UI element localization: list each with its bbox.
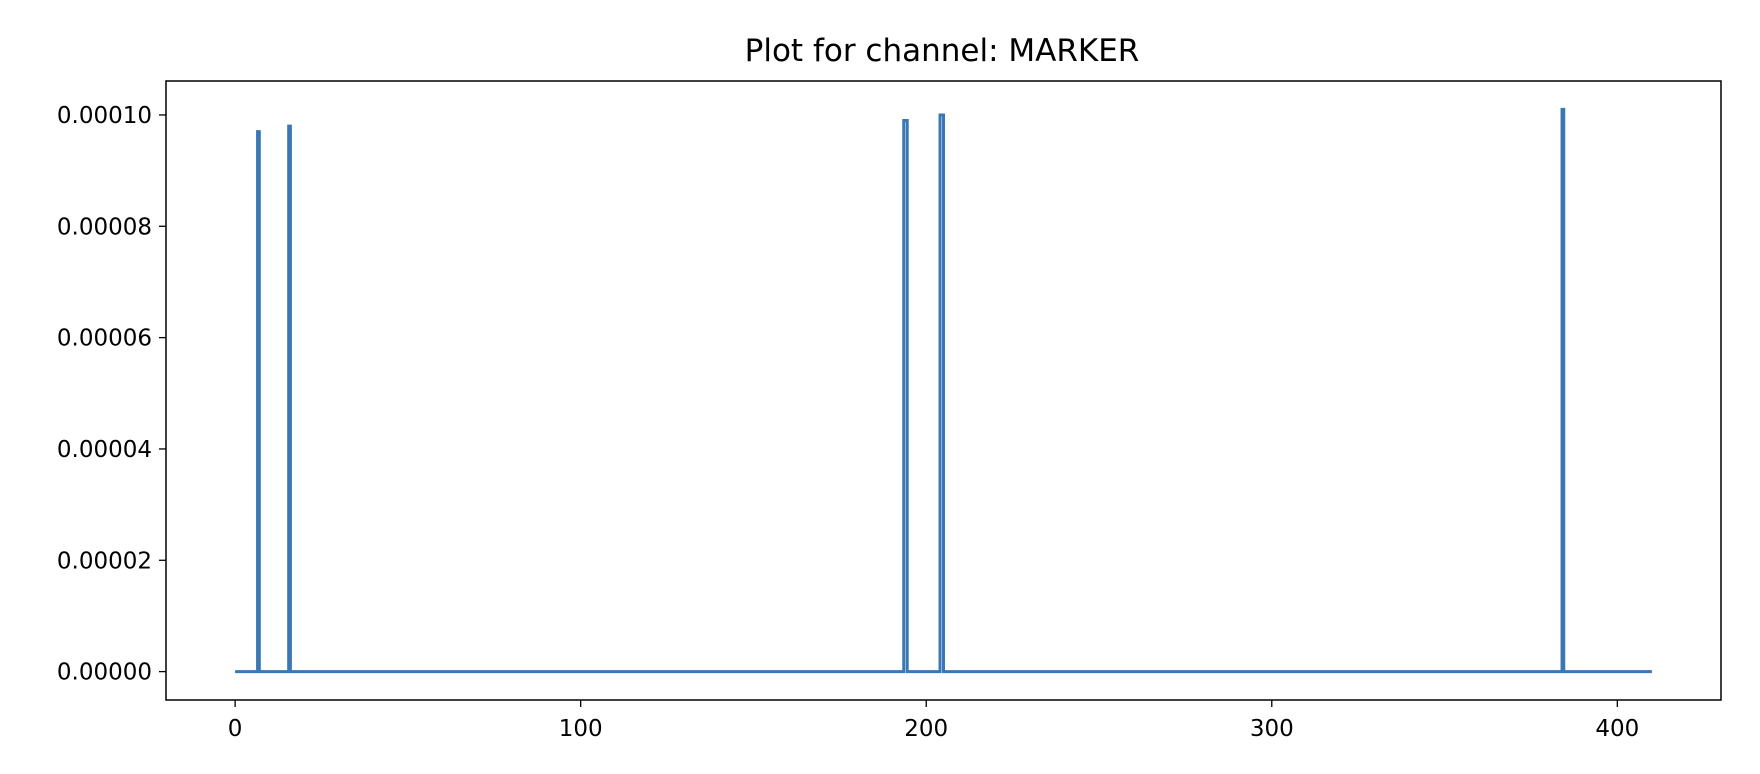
y-tick-label: 0.00010 [57,103,152,129]
axes-frame [165,80,1722,701]
x-tick-label: 100 [559,716,603,742]
series-line-0 [235,107,1652,674]
data-layer [235,107,1652,674]
y-tick-label: 0.00006 [57,326,152,352]
x-tick-label: 0 [228,716,243,742]
x-tick-label: 400 [1595,716,1639,742]
y-axis: 0.00000 0.00002 0.00004 0.00006 0.00008 0.000… [57,103,166,686]
y-tick-label: 0.00002 [57,548,152,574]
plot-area: 0 100 200 300 400 0.000000.000020.000040.000… [57,80,1722,742]
y-tick-label: 0.00004 [57,437,152,463]
chart-title: Plot for channel: MARKER [745,33,1140,69]
y-tick-label: 0.00000 [57,660,152,686]
x-tick-label: 200 [904,716,948,742]
x-tick-label: 300 [1250,716,1294,742]
x-axis: 0 100 200 300 400 [228,700,1639,742]
y-tick-label: 0.00008 [57,214,152,240]
